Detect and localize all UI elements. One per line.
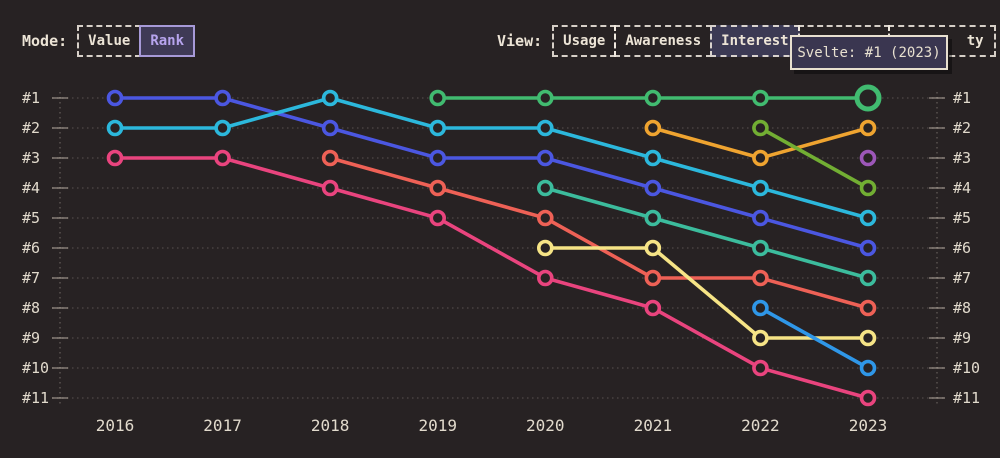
mode-button-rank[interactable]: Rank bbox=[139, 25, 196, 57]
series-line-pink bbox=[113, 156, 870, 400]
y-tick-label-right: #9 bbox=[953, 329, 971, 347]
series-line-teal bbox=[543, 186, 870, 280]
data-point-salmon-2021[interactable] bbox=[644, 269, 662, 287]
data-point-yellow-2020[interactable] bbox=[536, 239, 554, 257]
data-point-pink-2020[interactable] bbox=[536, 269, 554, 287]
data-point-orange-2022[interactable] bbox=[752, 149, 769, 167]
data-point-cyan-2022[interactable] bbox=[752, 179, 769, 197]
y-tick-label-left: #10 bbox=[22, 359, 49, 377]
data-point-salmon-2020[interactable] bbox=[536, 209, 554, 227]
x-tick-label: 2019 bbox=[418, 416, 457, 435]
y-tick-label-left: #8 bbox=[22, 299, 40, 317]
data-point-azure-2022[interactable] bbox=[752, 299, 769, 317]
data-point-green-2022[interactable] bbox=[752, 89, 769, 107]
series-line-olive bbox=[758, 126, 870, 190]
y-tick-label-left: #3 bbox=[22, 149, 40, 167]
y-tick-label-left: #6 bbox=[22, 239, 40, 257]
x-tick-label: 2021 bbox=[634, 416, 673, 435]
y-tick-label-right: #1 bbox=[953, 89, 971, 107]
x-tick-label: 2023 bbox=[849, 416, 888, 435]
data-point-blue-2020[interactable] bbox=[536, 149, 554, 167]
y-tick-label-right: #6 bbox=[953, 239, 971, 257]
y-tick-label-right: #5 bbox=[953, 209, 971, 227]
x-tick-label: 2020 bbox=[526, 416, 565, 435]
data-point-green-2023[interactable] bbox=[854, 84, 882, 112]
data-point-purple-2023[interactable] bbox=[859, 149, 877, 167]
data-point-pink-2019[interactable] bbox=[429, 209, 447, 227]
y-tick-label-left: #1 bbox=[22, 89, 40, 107]
data-point-olive-2022[interactable] bbox=[752, 119, 769, 137]
x-tick-label: 2018 bbox=[311, 416, 350, 435]
data-point-yellow-2023[interactable] bbox=[859, 329, 877, 347]
y-tick-label-left: #2 bbox=[22, 119, 40, 137]
data-point-salmon-2018[interactable] bbox=[321, 149, 339, 167]
x-tick-label: 2022 bbox=[741, 416, 780, 435]
y-tick-label-right: #4 bbox=[953, 179, 971, 197]
y-tick-label-right: #2 bbox=[953, 119, 971, 137]
data-point-salmon-2022[interactable] bbox=[752, 269, 769, 287]
y-tick-label-left: #7 bbox=[22, 269, 40, 287]
data-point-blue-2017[interactable] bbox=[214, 89, 231, 107]
data-point-green-2019[interactable] bbox=[429, 89, 447, 107]
hover-tooltip-text: Svelte: #1 (2023) bbox=[797, 44, 941, 61]
data-point-blue-2023[interactable] bbox=[859, 239, 877, 257]
data-point-blue-2019[interactable] bbox=[429, 149, 447, 167]
series-line-cyan bbox=[113, 96, 870, 220]
series-line-azure bbox=[758, 306, 870, 370]
data-point-pink-2017[interactable] bbox=[214, 149, 231, 167]
data-point-salmon-2019[interactable] bbox=[429, 179, 447, 197]
y-tick-label-right: #11 bbox=[953, 389, 980, 407]
series-line-blue bbox=[113, 96, 870, 250]
y-tick-label-left: #4 bbox=[22, 179, 40, 197]
view-control-group: View: Usage Awareness Interest ty bbox=[497, 25, 996, 57]
data-point-pink-2022[interactable] bbox=[752, 359, 769, 377]
data-point-green-2020[interactable] bbox=[536, 89, 554, 107]
y-tick-label-right: #7 bbox=[953, 269, 971, 287]
data-point-olive-2023[interactable] bbox=[859, 179, 877, 197]
data-point-cyan-2016[interactable] bbox=[106, 119, 124, 137]
hover-tooltip: Svelte: #1 (2023) bbox=[790, 35, 948, 70]
data-point-cyan-2017[interactable] bbox=[214, 119, 231, 137]
y-tick-label-right: #3 bbox=[953, 149, 971, 167]
data-point-cyan-2021[interactable] bbox=[644, 149, 662, 167]
data-point-cyan-2019[interactable] bbox=[429, 119, 447, 137]
data-point-pink-2023[interactable] bbox=[859, 389, 877, 407]
data-point-blue-2022[interactable] bbox=[752, 209, 769, 227]
y-tick-label-left: #11 bbox=[22, 389, 49, 407]
y-tick-label-left: #5 bbox=[22, 209, 40, 227]
data-point-teal-2020[interactable] bbox=[536, 179, 554, 197]
data-point-cyan-2020[interactable] bbox=[536, 119, 554, 137]
data-point-pink-2016[interactable] bbox=[106, 149, 124, 167]
x-tick-label: 2016 bbox=[96, 416, 135, 435]
mode-control-group: Mode: Value Rank bbox=[22, 25, 196, 57]
data-point-orange-2023[interactable] bbox=[859, 119, 877, 137]
data-point-pink-2021[interactable] bbox=[644, 299, 662, 317]
data-point-yellow-2022[interactable] bbox=[752, 329, 769, 347]
x-tick-label: 2017 bbox=[203, 416, 242, 435]
mode-label: Mode: bbox=[22, 32, 68, 50]
data-point-salmon-2023[interactable] bbox=[859, 299, 877, 317]
y-tick-label-right: #8 bbox=[953, 299, 971, 317]
data-point-teal-2023[interactable] bbox=[859, 269, 877, 287]
data-point-cyan-2023[interactable] bbox=[859, 209, 877, 227]
data-point-yellow-2021[interactable] bbox=[644, 239, 662, 257]
data-point-orange-2021[interactable] bbox=[644, 119, 662, 137]
data-point-teal-2021[interactable] bbox=[644, 209, 662, 227]
view-label: View: bbox=[497, 32, 543, 50]
data-point-blue-2016[interactable] bbox=[106, 89, 124, 107]
y-tick-label-left: #9 bbox=[22, 329, 40, 347]
data-point-cyan-2018[interactable] bbox=[321, 89, 339, 107]
series-line-salmon bbox=[328, 156, 870, 310]
data-point-blue-2021[interactable] bbox=[644, 179, 662, 197]
data-point-teal-2022[interactable] bbox=[752, 239, 769, 257]
data-point-green-2021[interactable] bbox=[644, 89, 662, 107]
data-point-pink-2018[interactable] bbox=[321, 179, 339, 197]
y-tick-label-right: #10 bbox=[953, 359, 980, 377]
data-point-azure-2023[interactable] bbox=[859, 359, 877, 377]
data-point-blue-2018[interactable] bbox=[321, 119, 339, 137]
